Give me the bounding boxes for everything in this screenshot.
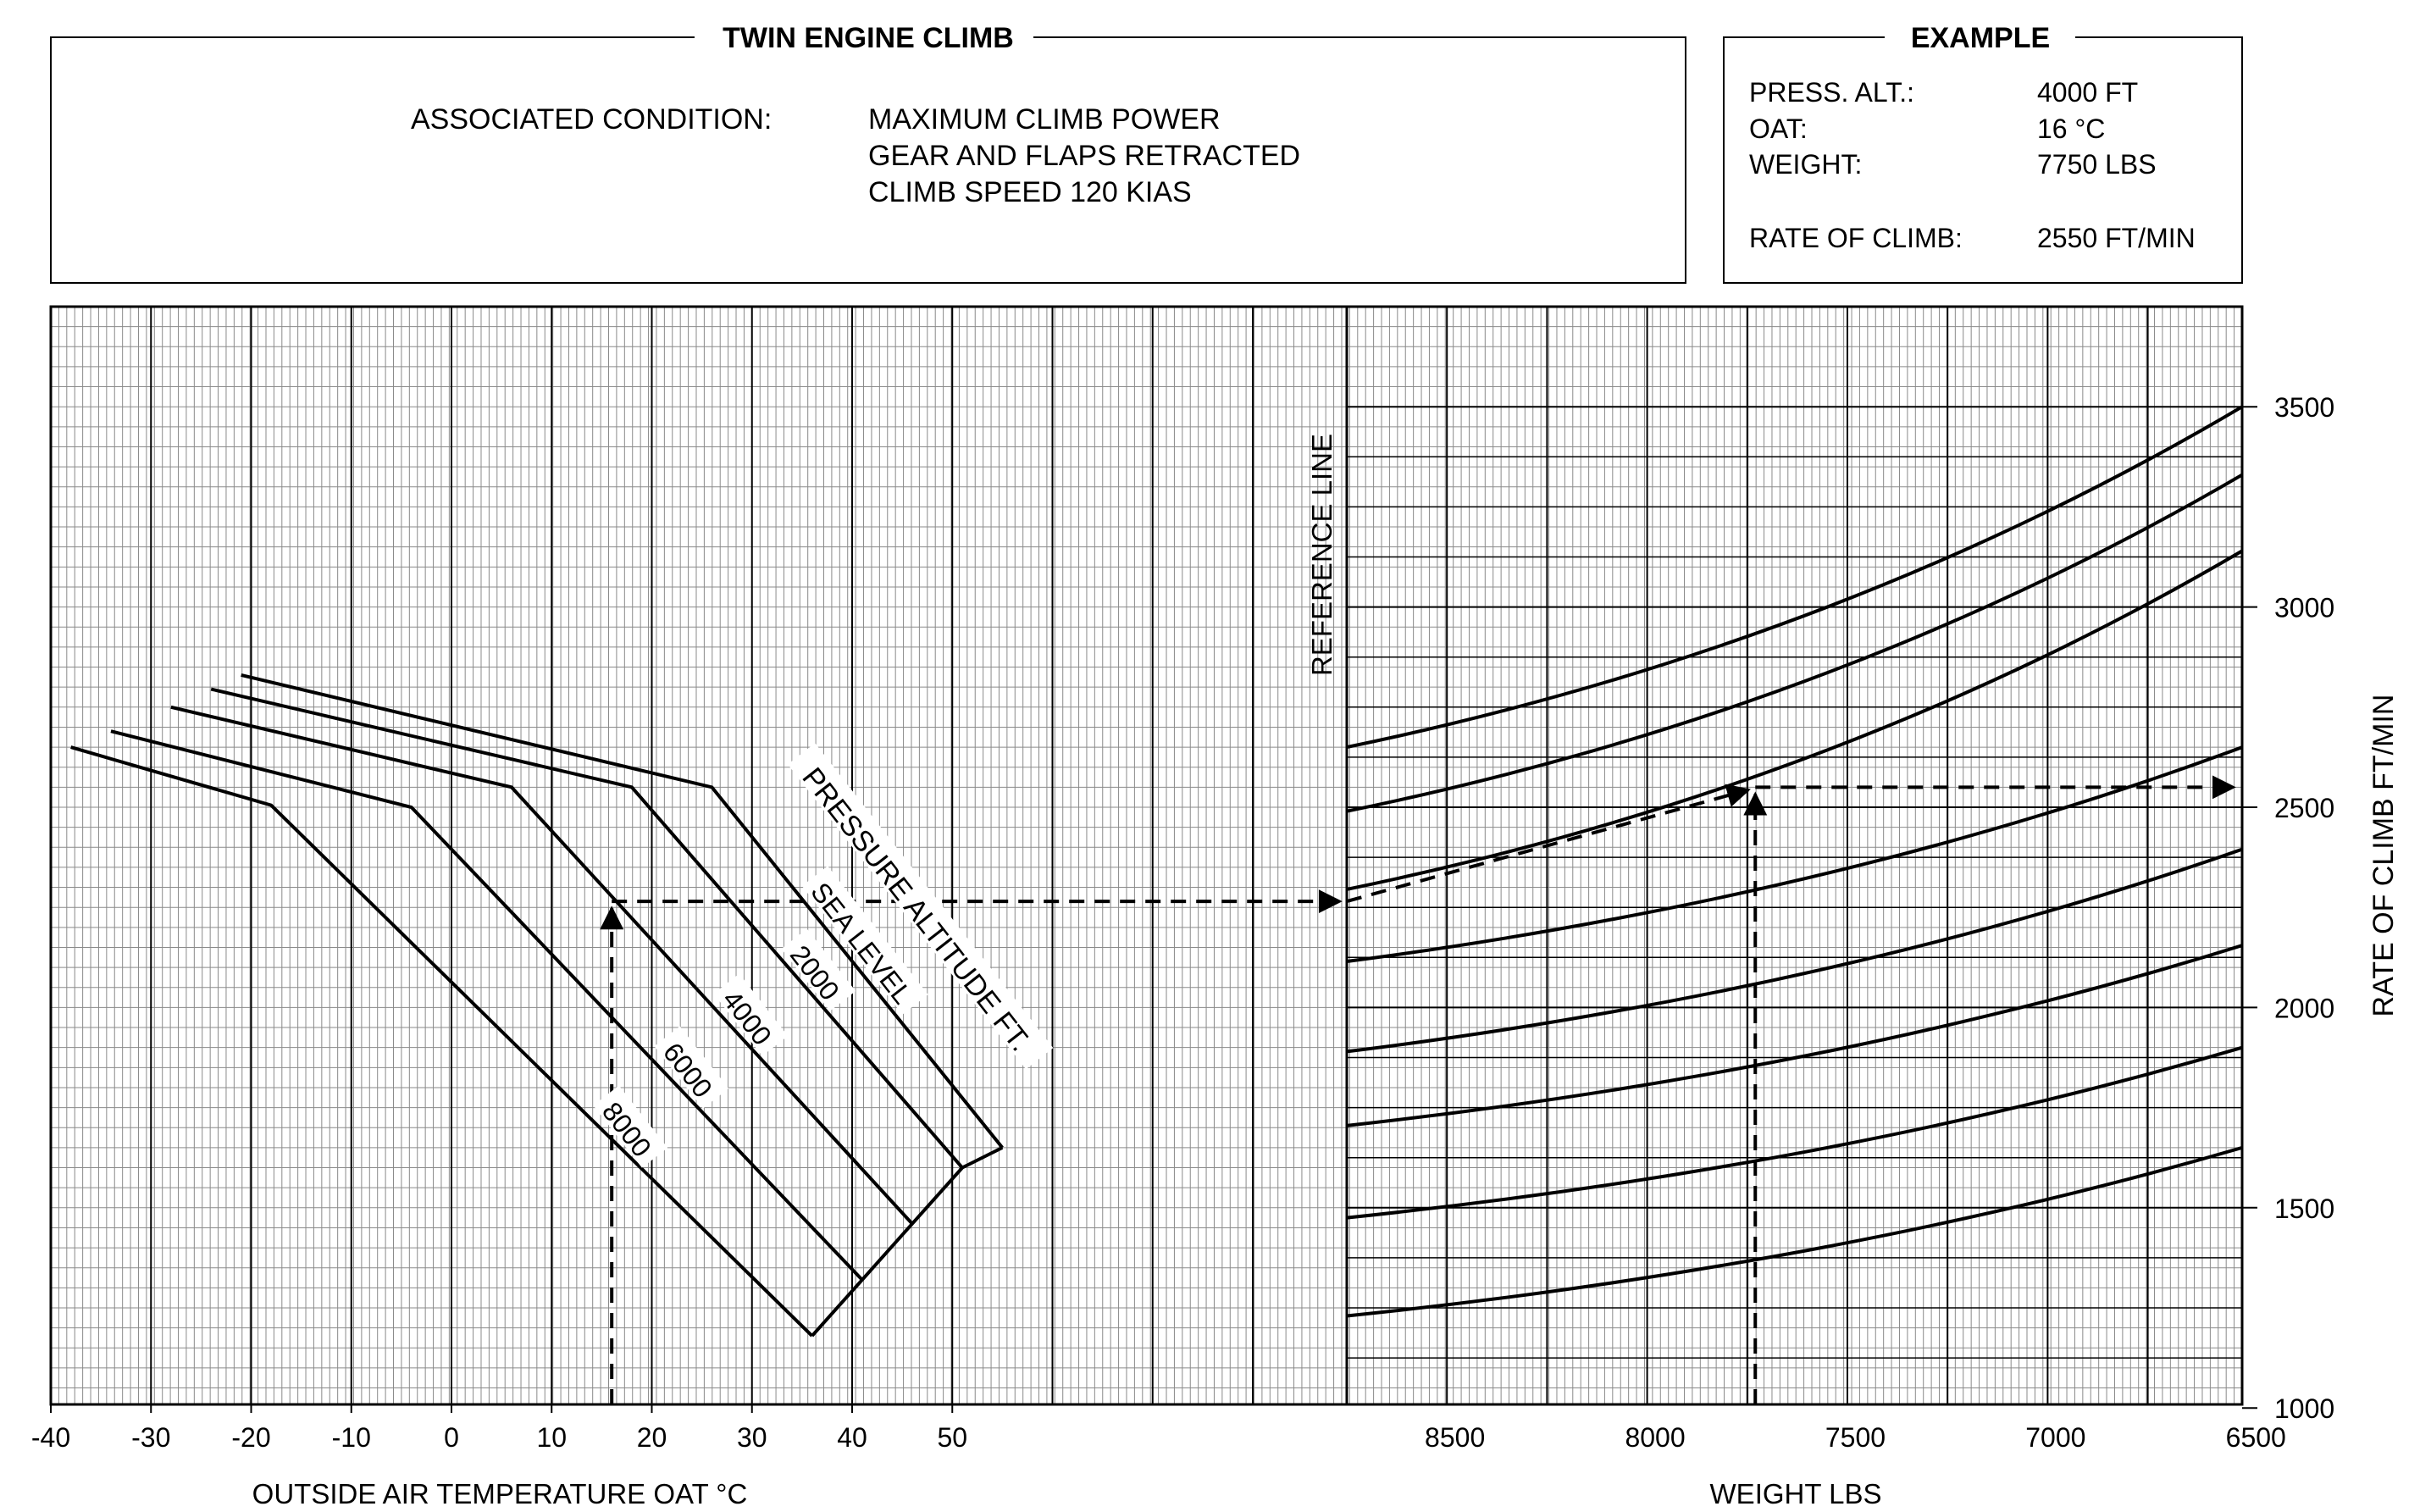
example-weight-value: 7750 LBS (2037, 149, 2157, 180)
rate-tick-label: 1000 (2274, 1393, 2334, 1424)
pressure-altitude-curve (241, 673, 1004, 1149)
weight-tick-label: 6500 (2226, 1422, 2286, 1453)
example-oat-value: 16 °C (2037, 114, 2105, 144)
rate-axis-label: RATE OF CLIMB FT/MIN (2367, 695, 2400, 1017)
oat-tick-label: -30 (131, 1422, 170, 1453)
condition-speed: CLIMB SPEED 120 KIAS (868, 176, 1192, 208)
weight-tick-label: 8500 (1425, 1422, 1485, 1453)
example-rate-of-climb-value: 2550 FT/MIN (2037, 223, 2196, 253)
example-oat-label: OAT: (1749, 114, 1808, 144)
weight-guide-curve (1346, 745, 2243, 964)
chart-labels: -40 -30 -20 -10 0 10 20 30 40 50 OUTSIDE AIR TEMPE… (31, 392, 2400, 1509)
example-rate-of-climb-label: RATE OF CLIMB: (1749, 223, 1963, 253)
oat-tick-label: -10 (332, 1422, 371, 1453)
oat-tick-label: 40 (837, 1422, 867, 1453)
pressure-altitude-curve (110, 729, 864, 1282)
example-pressure-altitude-value: 4000 FT (2037, 77, 2138, 108)
weight-guide-curve (1346, 1145, 2243, 1318)
weight-guide-curve (1346, 847, 2243, 1054)
pressure-altitude-curve (70, 745, 814, 1338)
condition-configuration: GEAR AND FLAPS RETRACTED (868, 140, 1300, 172)
rate-tick-label: 2500 (2274, 793, 2334, 823)
condition-power: MAXIMUM CLIMB POWER (868, 103, 1221, 136)
example-title: EXAMPLE (1911, 22, 2050, 54)
curve-label-sea-level-background (801, 866, 928, 1015)
weight-guide-curve (1346, 473, 2244, 813)
weight-axis-label: WEIGHT LBS (1710, 1478, 1882, 1509)
rate-tick-label: 1500 (2274, 1194, 2334, 1224)
pressure-altitude-group-label-background (788, 743, 1054, 1070)
example-title-knockout (1885, 19, 2075, 56)
limit-boundary-curve (811, 1146, 1004, 1338)
chart-title: TWIN ENGINE CLIMB (723, 22, 1014, 54)
weight-guide-curve (1346, 1045, 2243, 1220)
weight-guide-curve (1346, 405, 2244, 750)
title-knockout (695, 19, 1033, 56)
condition-label: ASSOCIATED CONDITION: (411, 103, 772, 136)
plot-frame (49, 305, 2244, 1406)
oat-tick-label: 50 (937, 1422, 967, 1453)
weight-tick-label: 7000 (2025, 1422, 2085, 1453)
curve-label-6000-background (654, 1026, 729, 1109)
pressure-altitude-curve (210, 687, 964, 1169)
chart-grid (49, 305, 2244, 1406)
oat-axis-label: OUTSIDE AIR TEMPERATURE OAT °C (252, 1478, 748, 1509)
weight-tick-label: 7500 (1825, 1422, 1886, 1453)
oat-tick-label: -40 (31, 1422, 70, 1453)
reference-line-label: REFERENCE LINE (1306, 434, 1337, 676)
weight-guide-curve (1346, 549, 2244, 891)
curve-label-2000-background (781, 928, 856, 1011)
oat-tick-label: 10 (536, 1422, 567, 1453)
weight-tick-label: 8000 (1625, 1422, 1685, 1453)
rate-tick-label: 3500 (2274, 392, 2334, 423)
rate-tick-label: 2000 (2274, 993, 2334, 1023)
example-guide-arrow (1346, 784, 1751, 904)
example-weight-label: WEIGHT: (1749, 149, 1862, 180)
oat-tick-label: 20 (637, 1422, 667, 1453)
oat-tick-label: 0 (444, 1422, 459, 1453)
example-pressure-altitude-label: PRESS. ALT.: (1749, 77, 1914, 108)
weight-guide-curve (1346, 944, 2243, 1127)
chart-curves (70, 405, 2244, 1404)
curve-label-8000-background (593, 1085, 668, 1168)
rate-tick-label: 3000 (2274, 593, 2334, 623)
curve-label-4000-background (713, 973, 789, 1056)
oat-tick-label: 30 (737, 1422, 767, 1453)
oat-tick-label: -20 (231, 1422, 270, 1453)
pressure-altitude-curve (170, 705, 914, 1226)
